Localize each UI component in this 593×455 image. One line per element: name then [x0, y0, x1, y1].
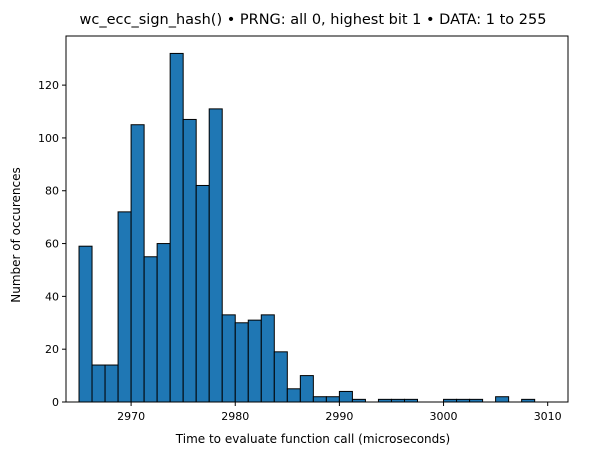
histogram-bar [496, 397, 509, 402]
y-tick-label: 120 [38, 79, 59, 92]
histogram-bar [326, 397, 339, 402]
x-tick-label: 3000 [430, 410, 458, 423]
y-tick-label: 40 [45, 290, 59, 303]
histogram-bar [287, 389, 300, 402]
histogram-bar [209, 109, 222, 402]
histogram-bar [300, 376, 313, 402]
y-tick-label: 60 [45, 238, 59, 251]
histogram-bar [222, 315, 235, 402]
histogram-bar [92, 365, 105, 402]
x-axis-label: Time to evaluate function call (microsec… [175, 432, 450, 446]
histogram-bar [261, 315, 274, 402]
histogram-bar [170, 53, 183, 402]
x-tick-label: 2990 [325, 410, 353, 423]
y-tick-label: 20 [45, 343, 59, 356]
x-tick-label: 3010 [534, 410, 562, 423]
histogram-bar [313, 397, 326, 402]
y-tick-label: 0 [52, 396, 59, 409]
histogram-bar [118, 212, 131, 402]
y-tick-label: 80 [45, 185, 59, 198]
x-tick-label: 2980 [221, 410, 249, 423]
histogram-bar [248, 320, 261, 402]
x-ticks: 2970 2980 2990 3000 3010 [117, 402, 562, 423]
x-tick-label: 2970 [117, 410, 145, 423]
bars-group [79, 53, 535, 402]
histogram-bar [79, 246, 92, 402]
histogram-bar [339, 391, 352, 402]
histogram-bar [274, 352, 287, 402]
histogram-bar [196, 185, 209, 402]
histogram-bar [157, 244, 170, 402]
y-axis-label: Number of occurences [9, 167, 23, 302]
histogram-bar [105, 365, 118, 402]
y-tick-label: 100 [38, 132, 59, 145]
y-ticks: 0 20 40 60 80 100 120 [38, 79, 66, 409]
histogram-bar [131, 125, 144, 402]
histogram-bar [183, 119, 196, 402]
histogram-bar [235, 323, 248, 402]
chart-title: wc_ecc_sign_hash() • PRNG: all 0, highes… [80, 12, 547, 28]
histogram-bar [144, 257, 157, 402]
